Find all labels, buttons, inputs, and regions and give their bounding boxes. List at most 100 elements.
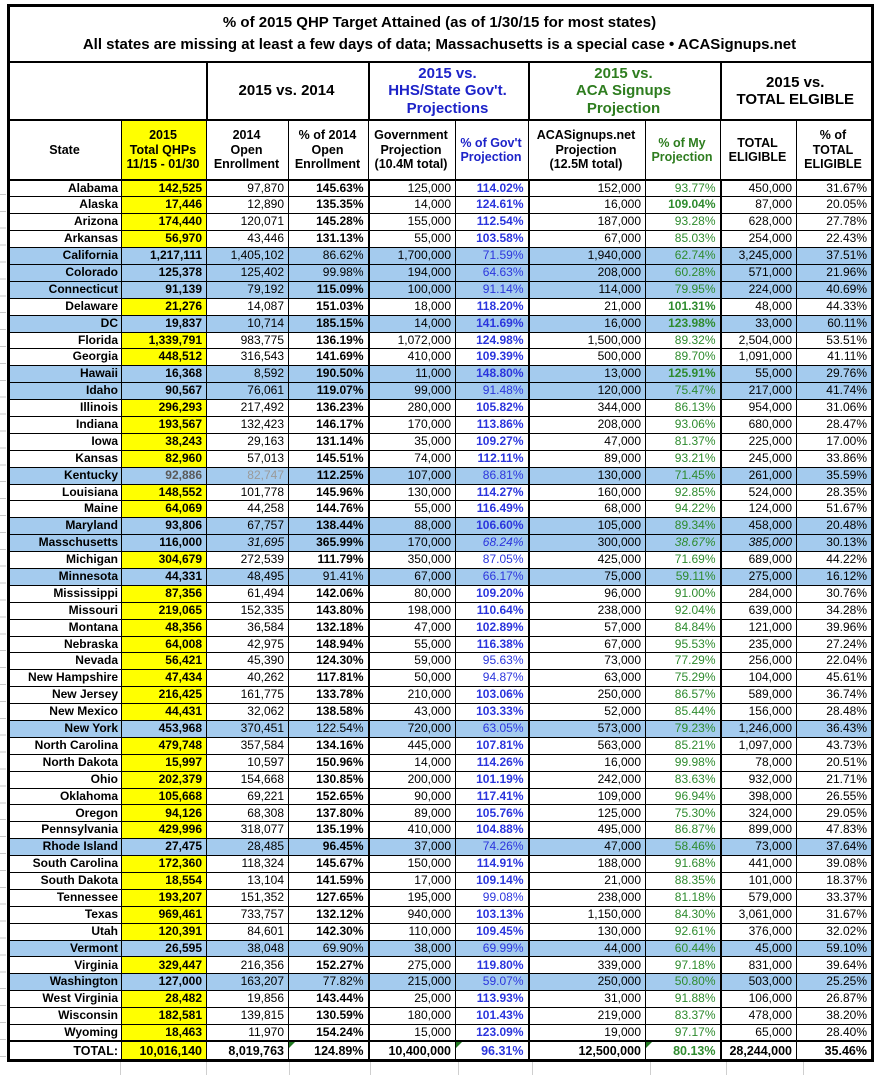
cell-col7: 109.04% bbox=[645, 196, 721, 215]
cell-col3: 69.90% bbox=[288, 939, 369, 958]
cell-col3: 145.67% bbox=[288, 855, 369, 874]
row-mississippi: Mississippi 87,356 61,494 142.06% 80,000 109.… bbox=[8, 584, 873, 603]
cell-col4: 67,000 bbox=[367, 567, 456, 586]
cell-col1: 120,391 bbox=[121, 922, 207, 941]
cell-col6: 125,000 bbox=[527, 804, 646, 823]
cell-col3: 131.13% bbox=[288, 230, 369, 249]
row-rhode-island: Rhode Island 27,475 28,485 96.45% 37,000 74.2… bbox=[8, 838, 873, 857]
cell-col4: 80,000 bbox=[367, 584, 456, 603]
cell-col2: 152,335 bbox=[206, 601, 289, 620]
cell-col1: 1,339,791 bbox=[121, 331, 207, 350]
cell-col3: 127.65% bbox=[288, 888, 369, 907]
cell-col6: 1,500,000 bbox=[527, 331, 646, 350]
cell-col6: 67,000 bbox=[527, 230, 646, 249]
cell-col3: 86.62% bbox=[288, 247, 369, 265]
state-label: Wisconsin bbox=[8, 1007, 122, 1026]
state-label: Kansas bbox=[8, 449, 122, 468]
group-header-2: 2015 vs. HHS/State Gov't. Projections bbox=[367, 61, 530, 121]
cell-col9: 22.43% bbox=[796, 230, 873, 249]
cell-col8: 87,000 bbox=[719, 196, 797, 215]
cell-col5: 91.14% bbox=[455, 280, 529, 299]
cell-col4: 74,000 bbox=[367, 449, 456, 468]
state-label: Connecticut bbox=[8, 280, 122, 299]
cell-col1: 193,567 bbox=[121, 415, 207, 434]
row-indiana: Indiana 193,567 132,423 146.17% 170,000 113.8… bbox=[8, 415, 873, 434]
cell-col4: 150,000 bbox=[367, 855, 456, 874]
cell-col3: 130.59% bbox=[288, 1007, 369, 1026]
cell-col7: 79.23% bbox=[645, 720, 721, 738]
cell-col6: 187,000 bbox=[527, 213, 646, 232]
row-south-carolina: South Carolina 172,360 118,324 145.67% 150,0… bbox=[8, 855, 873, 874]
cell-col8: 571,000 bbox=[719, 263, 797, 282]
row-new-hampshire: New Hampshire 47,434 40,262 117.81% 50,000 94… bbox=[8, 669, 873, 688]
cell-col7: 93.06% bbox=[645, 415, 721, 434]
cell-col3: 111.79% bbox=[288, 551, 369, 569]
cell-col6: 300,000 bbox=[527, 534, 646, 553]
total-row: TOTAL: 10,016,140 8,019,763 124.89% 10,400,0… bbox=[8, 1040, 873, 1062]
cell-col8: 932,000 bbox=[719, 770, 797, 789]
state-label: Michigan bbox=[8, 551, 122, 569]
cell-col8: 156,000 bbox=[719, 703, 797, 721]
cell-col5: 109.20% bbox=[455, 584, 529, 603]
cell-col1: 17,446 bbox=[121, 196, 207, 215]
cell-col2: 29,163 bbox=[206, 432, 289, 451]
cell-col8: 441,000 bbox=[719, 855, 797, 874]
cell-col2: 1,405,102 bbox=[206, 247, 289, 265]
row-dc: DC 19,837 10,714 185.15% 14,000 141.69% 16,000… bbox=[8, 314, 873, 333]
row-arkansas: Arkansas 56,970 43,446 131.13% 55,000 103.58%… bbox=[8, 230, 873, 249]
cell-col8: 376,000 bbox=[719, 922, 797, 941]
cell-col5: 74.26% bbox=[455, 838, 529, 857]
row-alabama: Alabama 142,525 97,870 145.63% 125,000 114.02… bbox=[8, 179, 873, 198]
cell-col4: 15,000 bbox=[367, 1024, 456, 1042]
cell-col8: 73,000 bbox=[719, 838, 797, 857]
cell-col9: 33.86% bbox=[796, 449, 873, 468]
cell-col2: 14,087 bbox=[206, 297, 289, 316]
cell-col6: 63,000 bbox=[527, 669, 646, 688]
cell-col9: 47.83% bbox=[796, 821, 873, 840]
cell-col2: 68,308 bbox=[206, 804, 289, 823]
total-label: TOTAL: bbox=[8, 1040, 122, 1062]
row-iowa: Iowa 38,243 29,163 131.14% 35,000 109.27% 47,0… bbox=[8, 432, 873, 451]
cell-col6: 238,000 bbox=[527, 601, 646, 620]
cell-col5: 94.87% bbox=[455, 669, 529, 688]
cell-col3: 141.69% bbox=[288, 348, 369, 367]
cell-col1: 219,065 bbox=[121, 601, 207, 620]
cell-col1: 21,276 bbox=[121, 297, 207, 316]
cell-col5: 119.80% bbox=[455, 956, 529, 975]
cell-col3: 152.65% bbox=[288, 787, 369, 806]
cell-col6: 31,000 bbox=[527, 990, 646, 1009]
cell-col3: 152.27% bbox=[288, 956, 369, 975]
cell-col3: 130.85% bbox=[288, 770, 369, 789]
column-header-5: % of Gov't Projection bbox=[455, 119, 529, 181]
group-header-1: 2015 vs. 2014 bbox=[205, 61, 370, 121]
cell-col7: 89.70% bbox=[645, 348, 721, 367]
cell-col3: 136.23% bbox=[288, 399, 369, 417]
cell-col3: 137.80% bbox=[288, 804, 369, 823]
state-label: Florida bbox=[8, 331, 122, 350]
state-label: Delaware bbox=[8, 297, 122, 316]
cell-col2: 84,601 bbox=[206, 922, 289, 941]
gridline-stub-3 bbox=[290, 1062, 371, 1075]
row-alaska: Alaska 17,446 12,890 135.35% 14,000 124.61% 16… bbox=[8, 196, 873, 215]
cell-col5: 99.08% bbox=[455, 888, 529, 907]
cell-col2: 125,402 bbox=[206, 263, 289, 282]
cell-col3: 136.19% bbox=[288, 331, 369, 350]
row-minnesota: Minnesota 44,331 48,495 91.41% 67,000 66.17% 7… bbox=[8, 567, 873, 586]
cell-col4: 110,000 bbox=[367, 922, 456, 941]
cell-col8: 256,000 bbox=[719, 652, 797, 671]
row-connecticut: Connecticut 91,139 79,192 115.09% 100,000 91.… bbox=[8, 280, 873, 299]
cell-col7: 75.30% bbox=[645, 804, 721, 823]
state-label: Idaho bbox=[8, 382, 122, 401]
cell-col3: 122.54% bbox=[288, 720, 369, 738]
state-label: New Hampshire bbox=[8, 669, 122, 688]
cell-col6: 339,000 bbox=[527, 956, 646, 975]
cell-col1: 125,378 bbox=[121, 263, 207, 282]
cell-col2: 10,597 bbox=[206, 753, 289, 772]
cell-col6: 16,000 bbox=[527, 753, 646, 772]
cell-col1: 174,440 bbox=[121, 213, 207, 232]
cell-col4: 99,000 bbox=[367, 382, 456, 401]
row-new-york: New York 453,968 370,451 122.54% 720,000 63.0… bbox=[8, 720, 873, 738]
cell-col6: 208,000 bbox=[527, 415, 646, 434]
cell-col1: 56,970 bbox=[121, 230, 207, 249]
cell-col5: 103.13% bbox=[455, 905, 529, 924]
